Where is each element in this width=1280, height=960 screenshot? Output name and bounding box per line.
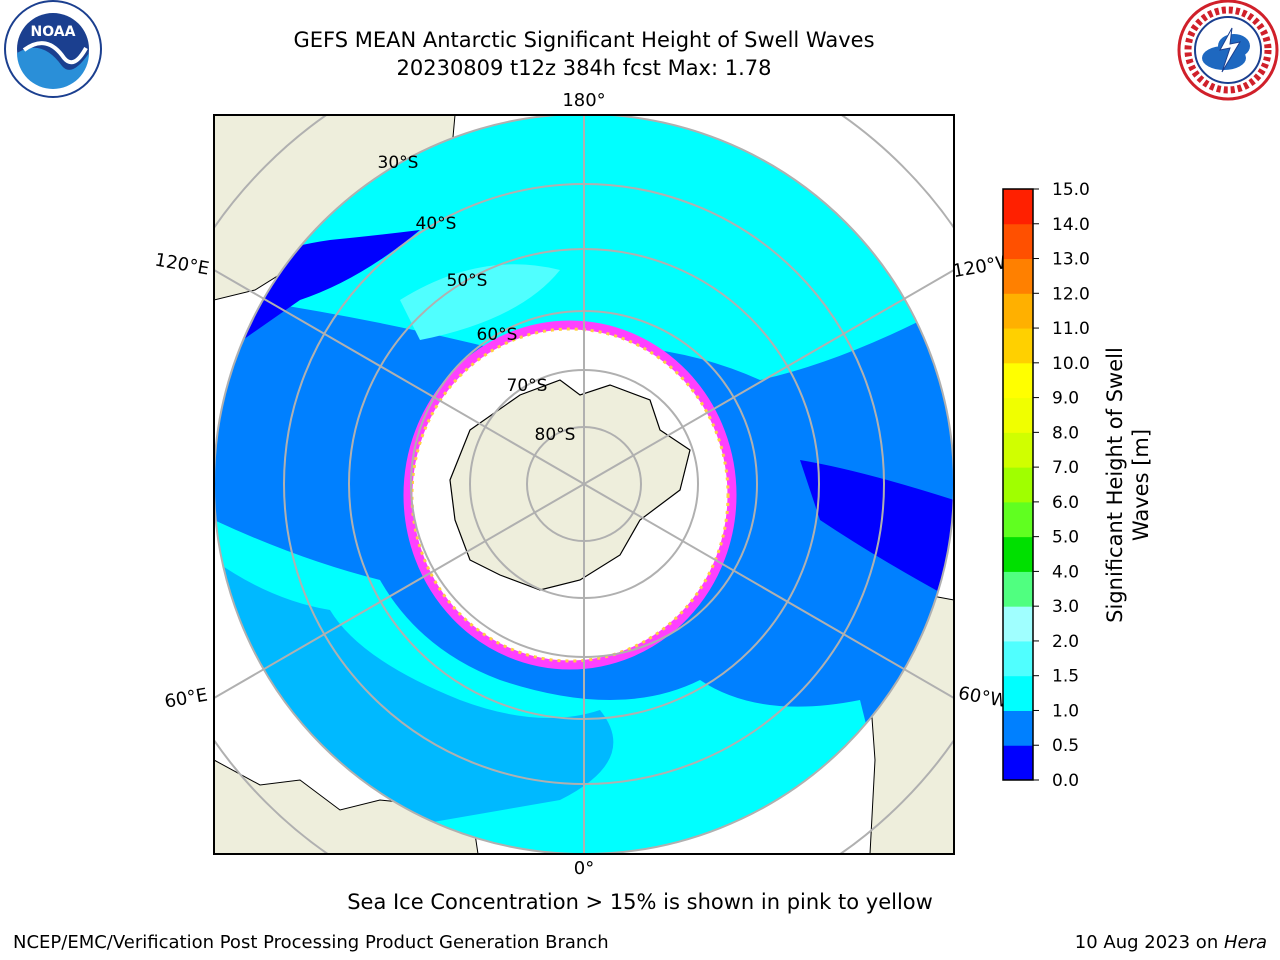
colorbar-tick-label: 4.0	[1052, 562, 1079, 582]
colorbar: 0.0 0.5 1.0 1.5 2.0 3.0 4.0 5.0 6.0 7.0 8.0 9.0 10.0…	[1002, 180, 1090, 791]
colorbar-segment	[1003, 501, 1033, 538]
colorbar-tick-label: 1.5	[1052, 667, 1079, 687]
colorbar-tick-label: 7.0	[1052, 458, 1079, 478]
noaa-logo-text: NOAA	[31, 24, 76, 40]
lat-label-80s: 80°S	[535, 425, 576, 445]
colorbar-segment	[1003, 467, 1033, 503]
colorbar-tick-label: 10.0	[1052, 354, 1090, 374]
lon-label-0: 0°	[574, 858, 594, 879]
colorbar-segment	[1003, 328, 1033, 364]
colorbar-tick-label: 5.0	[1052, 528, 1079, 548]
title-line-1: GEFS MEAN Antarctic Significant Height o…	[293, 28, 875, 52]
sea-ice-note: Sea Ice Concentration > 15% is shown in …	[347, 890, 933, 914]
colorbar-tick-label: 15.0	[1052, 180, 1090, 200]
lat-label-50s: 50°S	[447, 271, 488, 291]
colorbar-tick-label: 2.0	[1052, 632, 1079, 652]
colorbar-tick-label: 8.0	[1052, 423, 1079, 443]
colorbar-segment	[1003, 293, 1033, 329]
colorbar-tick-label: 11.0	[1052, 319, 1090, 339]
colorbar-tick-label: 6.0	[1052, 493, 1079, 513]
map-frame	[213, 114, 955, 855]
lon-label-60e: 60°E	[163, 684, 209, 712]
colorbar-segment	[1003, 606, 1033, 642]
colorbar-tick-label: 13.0	[1052, 250, 1090, 270]
colorbar-segment	[1003, 432, 1033, 468]
longitude-grid	[214, 115, 954, 854]
colorbar-segment	[1003, 745, 1033, 781]
colorbar-tick-label: 12.0	[1052, 284, 1090, 304]
footer-date: 10 Aug 2023 on Hera	[1075, 932, 1267, 953]
colorbar-tick-label: 1.0	[1052, 701, 1079, 721]
chart-title: GEFS MEAN Antarctic Significant Height o…	[184, 26, 984, 82]
colorbar-segment	[1003, 675, 1033, 711]
colorbar-segment	[1003, 189, 1033, 225]
colorbar-segment	[1003, 571, 1033, 607]
title-line-2: 20230809 t12z 384h fcst Max: 1.78	[396, 56, 772, 80]
colorbar-segment	[1003, 258, 1033, 294]
lat-label-60s: 60°S	[477, 325, 518, 345]
colorbar-tick-label: 0.0	[1052, 771, 1079, 791]
lat-label-40s: 40°S	[416, 214, 457, 234]
colorbar-label: Significant Height of Swell Waves [m]	[1103, 347, 1153, 623]
lon-label-120e: 120°E	[153, 249, 211, 279]
colorbar-segment	[1003, 223, 1033, 260]
lon-label-180: 180°	[562, 90, 605, 111]
colorbar-tick-label: 9.0	[1052, 389, 1079, 409]
colorbar-frame	[1002, 188, 1034, 781]
footer-date-text: 10 Aug 2023 on	[1074, 932, 1224, 953]
colorbar-segment	[1003, 640, 1033, 677]
map-area	[214, 115, 954, 854]
land-antarctica	[449, 379, 691, 591]
colorbar-segment	[1003, 710, 1033, 746]
colorbar-segment	[1003, 536, 1033, 572]
colorbar-tick-label: 3.0	[1052, 597, 1079, 617]
colorbar-segment	[1003, 397, 1033, 433]
colorbar-tick-label: 14.0	[1052, 215, 1090, 235]
lat-label-70s: 70°S	[507, 376, 548, 396]
footer-host: Hera	[1223, 932, 1267, 953]
national-weather-service-logo-icon	[1177, 0, 1279, 101]
colorbar-segment	[1003, 362, 1033, 399]
colorbar-tick-label: 0.5	[1052, 736, 1079, 756]
footer-credit: NCEP/EMC/Verification Post Processing Pr…	[13, 932, 609, 953]
lat-label-30s: 30°S	[378, 153, 419, 173]
noaa-logo-icon: NOAA	[4, 0, 102, 98]
lon-label-60w: 60°W	[957, 683, 1010, 712]
